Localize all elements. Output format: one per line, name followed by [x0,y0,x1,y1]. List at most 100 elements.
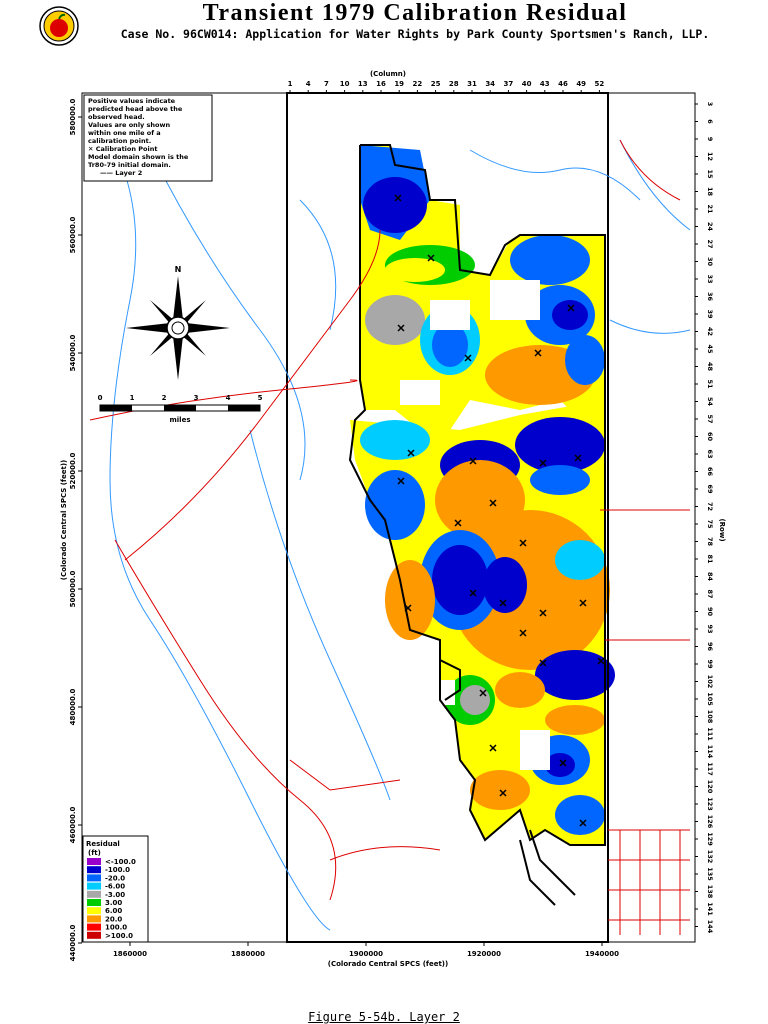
row-tick-label: 27 [706,239,714,248]
column-tick-label: 4 [306,80,311,88]
row-tick-label: 18 [706,187,714,197]
row-tick-label: 120 [706,780,714,794]
legend-label: 20.0 [105,915,122,923]
residual-surface [350,145,615,845]
y-axis: (Colorado Central SPCS (feet)) 580000.0 5… [60,99,82,962]
legend-swatch [87,882,101,890]
row-tick-label: 9 [706,137,714,142]
legend-swatch [87,915,101,923]
row-tick-label: 39 [706,309,714,319]
note-line: predicted head above the [88,105,183,113]
note-line: observed head. [88,113,145,121]
row-tick-label: 141 [706,902,714,916]
scale-tick: 3 [194,394,199,402]
row-tick-label: 132 [706,850,714,864]
row-tick-label: 102 [706,675,714,689]
y-tick-label: 560000.0 [69,217,77,254]
legend-swatch [87,899,101,906]
header: Transient 1979 Calibration Residual Case… [0,0,768,50]
legend-label: >100.0 [105,932,133,940]
row-tick-label: 129 [706,832,714,846]
y-tick-label: 540000.0 [69,335,77,372]
legend-label: -100.0 [105,866,130,874]
row-tick-label: 99 [706,659,714,669]
column-tick-label: 10 [340,80,350,88]
y-tick-label: 520000.0 [69,453,77,490]
row-tick-label: 6 [706,119,714,124]
x-tick-label: 1920000 [467,950,501,958]
row-tick-label: 42 [706,327,714,336]
x-axis: (Colorado Central SPCS (feet)) 1860000 18… [113,942,619,968]
legend-label: 3.00 [105,899,122,907]
y-tick-label: 460000.0 [69,807,77,844]
row-tick-label: 48 [706,362,714,372]
row-tick-label: 45 [706,344,714,354]
x-tick-label: 1940000 [585,950,619,958]
apple-logo-icon [39,6,79,46]
row-tick-label: 51 [706,379,714,389]
column-tick-label: 40 [522,80,532,88]
column-tick-label: 13 [358,80,368,88]
legend-swatch [87,931,101,939]
row-axis: (Row) 3691215182124273033363942454851545… [695,102,726,934]
row-tick-label: 135 [706,867,714,881]
column-tick-label: 49 [576,80,586,88]
page-subtitle: Case No. 96CW014: Application for Water … [120,27,710,41]
row-tick-label: 114 [706,745,714,759]
column-tick-label: 19 [394,80,404,88]
page-title: Transient 1979 Calibration Residual [202,0,628,26]
x-tick-label: 1900000 [349,950,383,958]
legend-swatch [87,866,101,874]
column-tick-label: 52 [595,80,605,88]
row-tick-label: 126 [706,815,714,829]
y-tick-label: 440000.0 [69,925,77,962]
note-line: within one mile of a [88,129,161,137]
row-tick-label: 75 [706,519,714,529]
row-tick-label: 21 [706,204,714,214]
column-tick-label: 22 [413,80,423,88]
row-tick-label: 66 [706,467,714,477]
x-tick-label: 1880000 [231,950,265,958]
column-axis-label: (Column) [370,70,406,78]
y-tick-label: 480000.0 [69,689,77,726]
row-tick-label: 30 [706,257,714,267]
note-line: ✕ Calibration Point [88,145,157,153]
row-tick-label: 123 [706,797,714,811]
scale-tick: 0 [98,394,103,402]
row-tick-label: 24 [706,222,714,232]
column-tick-label: 31 [467,80,477,88]
row-tick-label: 63 [706,449,714,458]
legend-swatch [87,907,101,915]
legend-label: <-100.0 [105,858,136,866]
note-line: Values are only shown [88,121,171,129]
scale-tick: 4 [226,394,231,402]
row-tick-label: 87 [706,589,714,598]
legend-swatch [87,923,101,931]
model-window-frame [286,92,609,943]
row-tick-label: 57 [706,414,714,423]
calibration-points [394,194,605,827]
streams [99,119,691,931]
y-tick-label: 500000.0 [69,571,77,608]
column-tick-label: 37 [504,80,514,88]
legend-label: 100.0 [105,924,127,932]
legend-swatch [87,890,101,898]
row-tick-label: 36 [706,292,714,302]
row-tick-label: 69 [706,484,714,494]
row-tick-label: 111 [706,727,714,741]
compass-rose-icon: N [126,265,230,380]
y-tick-label: 580000.0 [69,99,77,136]
row-tick-label: 54 [706,397,714,407]
x-axis-label: (Colorado Central SPCS (feet)) [328,960,448,968]
row-tick-label: 12 [706,152,714,161]
column-tick-label: 34 [485,80,495,88]
legend-label: 6.00 [105,907,122,915]
legend-swatch [87,874,101,882]
row-tick-label: 93 [706,624,714,633]
note-line: calibration point. [88,137,151,145]
row-tick-label: 96 [706,642,714,652]
note-line: Positive values indicate [88,97,176,105]
notes-box: Positive values indicate predicted head … [83,94,213,182]
legend: Residual (ft) <-100.0-100.0-20.0-6.00-3.… [82,835,149,943]
